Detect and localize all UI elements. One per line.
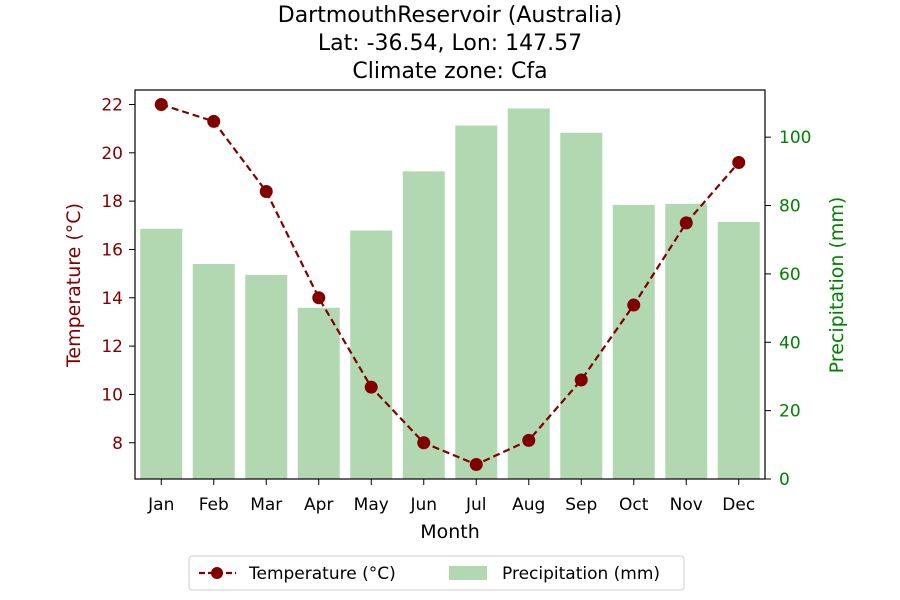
temperature-point-nov <box>679 216 693 230</box>
left-tick-label: 16 <box>101 240 123 260</box>
x-tick-label: Jul <box>465 495 487 515</box>
right-tick-label: 80 <box>779 197 801 217</box>
temperature-series-line <box>160 103 740 466</box>
title-line-2: Lat: -36.54, Lon: 147.57 <box>318 31 582 56</box>
precipitation-bar-oct <box>612 204 655 479</box>
temperature-point-may <box>364 380 378 394</box>
temperature-point-mar <box>259 184 273 198</box>
x-tick-label: Feb <box>199 495 229 515</box>
x-axis: Jan Feb Mar Apr May Jun Jul Aug Sep Oct Nov Dec <box>147 479 755 515</box>
right-tick-label: 20 <box>779 402 801 422</box>
chart-title: DartmouthReservoir (Australia) Lat: -36.… <box>278 3 622 84</box>
left-tick-label: 10 <box>101 385 123 405</box>
left-tick-label: 12 <box>101 337 123 357</box>
temperature-point-dec <box>732 155 746 169</box>
legend-precipitation-label: Precipitation (mm) <box>502 564 660 584</box>
x-tick-label: Sep <box>565 495 597 515</box>
left-tick-label: 14 <box>101 289 123 309</box>
precipitation-bar-may <box>350 230 393 479</box>
right-tick-label: 60 <box>779 265 801 285</box>
title-line-3: Climate zone: Cfa <box>352 59 547 84</box>
plot-frame <box>134 89 766 480</box>
legend-temperature-marker-icon <box>211 567 223 579</box>
x-tick-label: Apr <box>304 495 333 515</box>
legend-temperature-label: Temperature (°C) <box>248 564 396 584</box>
title-line-1: DartmouthReservoir (Australia) <box>278 3 622 28</box>
right-axis: 0 20 40 60 80 100 <box>765 128 811 490</box>
x-tick-label: Jun <box>409 495 437 515</box>
right-tick-label: 40 <box>779 333 801 353</box>
precipitation-bar-jun <box>402 171 445 479</box>
precipitation-bar-mar <box>245 274 288 479</box>
precipitation-bar-sep <box>560 132 603 480</box>
left-axis: 8 10 12 14 16 18 20 22 <box>101 95 135 454</box>
precipitation-bar-dec <box>717 221 760 480</box>
temperature-point-aug <box>522 433 536 447</box>
temperature-point-oct <box>627 298 641 312</box>
left-tick-label: 20 <box>101 144 123 164</box>
x-tick-label: Nov <box>670 495 703 515</box>
precipitation-bar-feb <box>192 263 235 479</box>
x-tick-label: Jan <box>147 495 174 515</box>
x-tick-label: Oct <box>619 495 649 515</box>
temperature-line <box>154 97 746 472</box>
left-tick-label: 18 <box>101 192 123 212</box>
right-tick-label: 0 <box>779 470 790 490</box>
left-axis-label: Temperature (°C) <box>63 203 85 368</box>
x-tick-label: Dec <box>722 495 755 515</box>
precipitation-bar-jul <box>455 125 498 480</box>
temperature-point-apr <box>312 291 326 305</box>
temperature-point-jun <box>417 436 431 450</box>
temperature-point-feb <box>207 114 221 128</box>
legend: Temperature (°C) Precipitation (mm) <box>188 555 685 591</box>
left-tick-label: 8 <box>112 434 123 454</box>
x-tick-label: Mar <box>250 495 282 515</box>
temperature-point-sep <box>574 373 588 387</box>
x-axis-label: Month <box>420 521 480 543</box>
precipitation-bars <box>140 108 760 480</box>
precipitation-bar-nov <box>665 203 708 479</box>
right-tick-label: 100 <box>779 128 811 148</box>
legend-box <box>188 555 685 591</box>
precipitation-bar-jan <box>140 228 183 479</box>
x-tick-label: Aug <box>512 495 545 515</box>
left-tick-label: 22 <box>101 95 123 115</box>
legend-precipitation-swatch-icon <box>449 566 487 580</box>
x-tick-label: May <box>354 495 389 515</box>
precipitation-bar-aug <box>507 108 550 479</box>
precipitation-bar-apr <box>297 307 340 479</box>
temperature-point-jan <box>154 97 168 111</box>
right-axis-label: Precipitation (mm) <box>826 197 848 374</box>
temperature-point-jul <box>469 458 483 472</box>
